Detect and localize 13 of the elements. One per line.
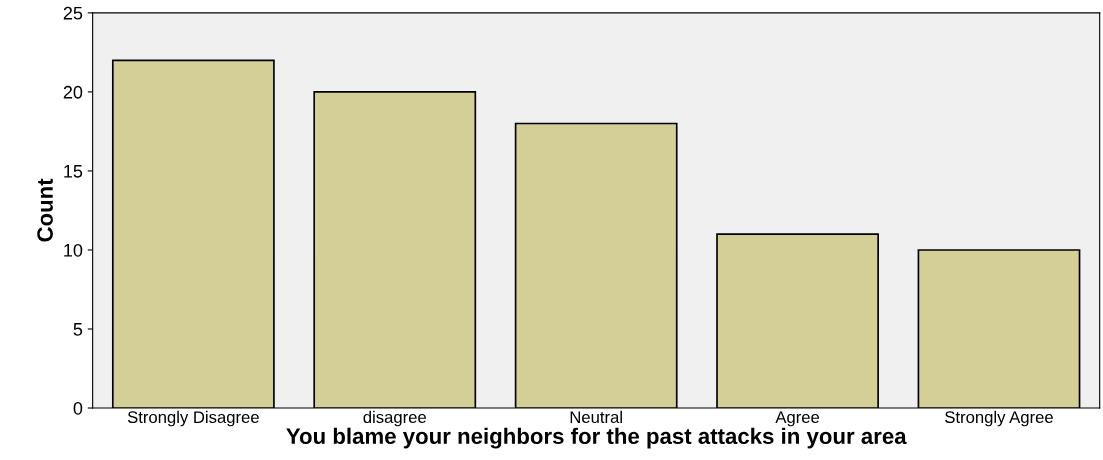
- x-tick-label: disagree: [363, 410, 426, 427]
- y-tick-label: 25: [63, 6, 83, 20]
- x-tick-label: Agree: [775, 411, 820, 427]
- y-tick-label: 10: [64, 243, 83, 257]
- y-tick-label: 0: [73, 401, 83, 415]
- y-tick-label: 15: [64, 165, 83, 178]
- y-axis-title: Count: [37, 178, 53, 242]
- x-tick-label: Strongly Disagree: [127, 410, 259, 427]
- y-tick-label: 20: [63, 85, 83, 99]
- x-axis-title: You blame your neighbors for the past attacks in your area: [286, 427, 907, 449]
- x-tick-label: Neutral: [570, 410, 622, 424]
- x-tick-label: Strongly Agree: [945, 410, 1053, 427]
- y-tick-label: 5: [73, 323, 83, 336]
